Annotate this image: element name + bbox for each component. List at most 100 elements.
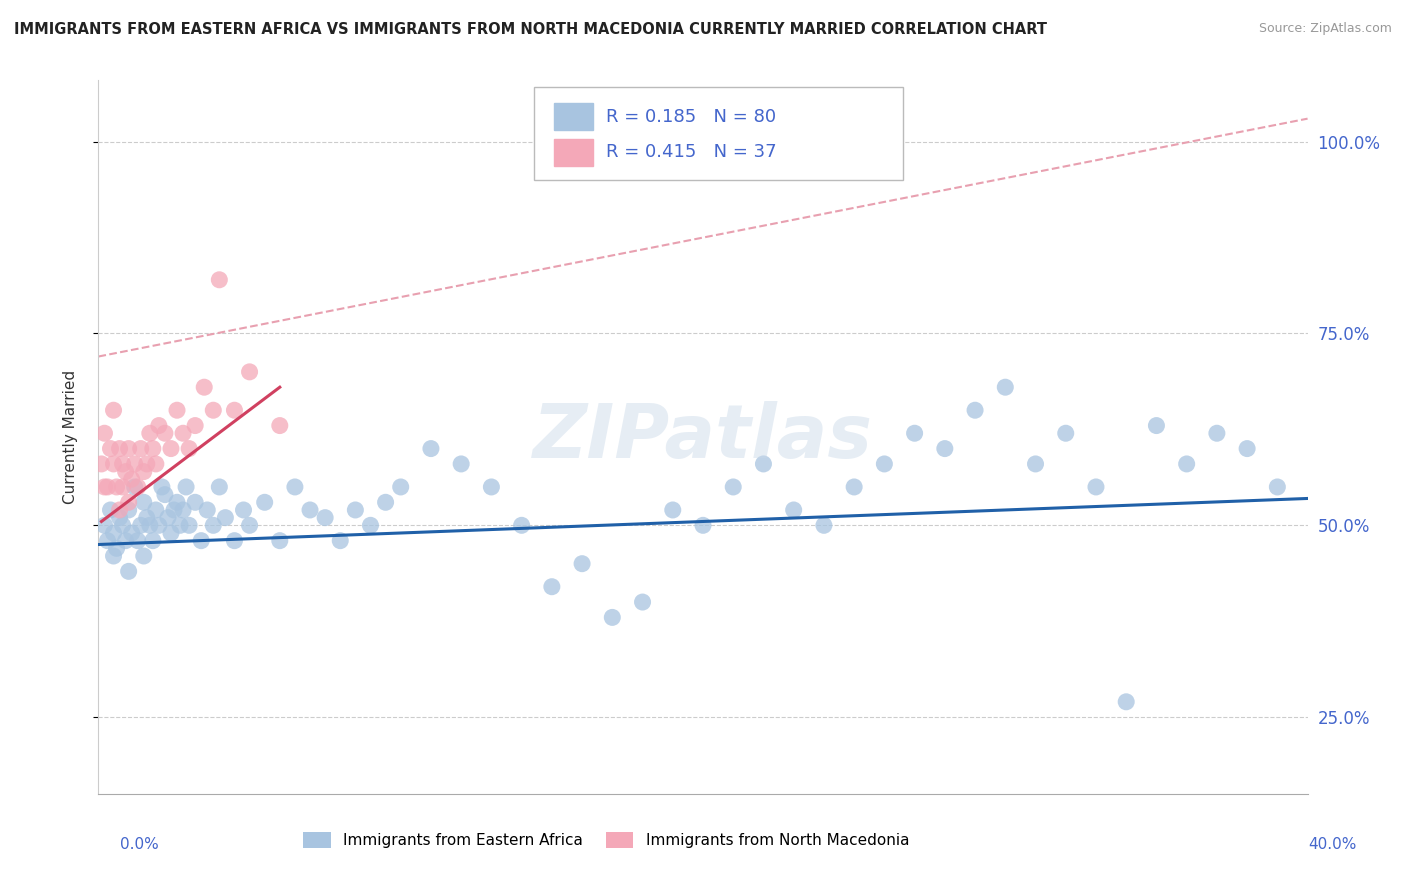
Point xyxy=(631,595,654,609)
Point xyxy=(135,457,157,471)
Point xyxy=(100,442,122,456)
Point xyxy=(208,480,231,494)
Point xyxy=(239,365,262,379)
Point xyxy=(160,442,183,456)
Bar xyxy=(554,139,593,166)
Point xyxy=(174,480,197,494)
Text: R = 0.185   N = 80: R = 0.185 N = 80 xyxy=(606,108,776,126)
Point xyxy=(93,480,115,494)
Point xyxy=(224,533,246,548)
Point xyxy=(127,480,149,494)
Point xyxy=(253,495,276,509)
Point xyxy=(1144,418,1167,433)
Point xyxy=(121,526,143,541)
Point xyxy=(105,480,128,494)
Point xyxy=(329,533,352,548)
Y-axis label: Currently Married: Currently Married xyxy=(63,370,77,504)
Point xyxy=(239,518,262,533)
Point xyxy=(723,480,745,494)
Text: IMMIGRANTS FROM EASTERN AFRICA VS IMMIGRANTS FROM NORTH MACEDONIA CURRENTLY MARR: IMMIGRANTS FROM EASTERN AFRICA VS IMMIGR… xyxy=(14,22,1047,37)
Point xyxy=(118,503,141,517)
Point xyxy=(108,510,131,524)
Point xyxy=(153,488,176,502)
Point xyxy=(783,503,806,517)
Point xyxy=(1024,457,1046,471)
Point xyxy=(135,510,157,524)
Point xyxy=(813,518,835,533)
Point xyxy=(111,457,134,471)
Text: 0.0%: 0.0% xyxy=(120,838,159,852)
Point xyxy=(1085,480,1108,494)
Text: ZIPatlas: ZIPatlas xyxy=(533,401,873,474)
Point xyxy=(129,518,152,533)
Point xyxy=(190,533,212,548)
Point xyxy=(1115,695,1137,709)
Point xyxy=(103,526,125,541)
Point xyxy=(139,518,162,533)
Point xyxy=(132,465,155,479)
Point xyxy=(450,457,472,471)
Point xyxy=(269,418,291,433)
Point xyxy=(90,457,112,471)
Point xyxy=(132,495,155,509)
Point xyxy=(208,273,231,287)
Point xyxy=(873,457,896,471)
Point xyxy=(142,533,165,548)
Point xyxy=(100,503,122,517)
Point xyxy=(139,426,162,441)
Point xyxy=(540,580,562,594)
Point xyxy=(269,533,291,548)
Text: Source: ZipAtlas.com: Source: ZipAtlas.com xyxy=(1258,22,1392,36)
Point xyxy=(661,503,683,517)
Point xyxy=(179,518,201,533)
Point xyxy=(752,457,775,471)
Point xyxy=(284,480,307,494)
Point xyxy=(93,518,115,533)
Point xyxy=(96,533,118,548)
Text: R = 0.415   N = 37: R = 0.415 N = 37 xyxy=(606,144,778,161)
Point xyxy=(184,495,207,509)
Point xyxy=(114,465,136,479)
Point xyxy=(314,510,336,524)
Point xyxy=(965,403,987,417)
Point xyxy=(299,503,322,517)
Point xyxy=(172,426,194,441)
Point xyxy=(202,403,225,417)
Point xyxy=(160,526,183,541)
Point xyxy=(510,518,533,533)
Point xyxy=(172,503,194,517)
Point xyxy=(108,442,131,456)
Point xyxy=(103,549,125,563)
Point xyxy=(118,442,141,456)
Point xyxy=(202,518,225,533)
Point xyxy=(481,480,503,494)
Point xyxy=(156,510,179,524)
Point xyxy=(904,426,927,441)
Point xyxy=(148,518,170,533)
Point xyxy=(93,426,115,441)
Point xyxy=(108,503,131,517)
Point xyxy=(1206,426,1229,441)
Bar xyxy=(554,103,593,130)
Point xyxy=(602,610,624,624)
Point xyxy=(118,565,141,579)
Point xyxy=(111,518,134,533)
Point xyxy=(374,495,396,509)
Point xyxy=(121,472,143,486)
Point xyxy=(124,480,146,494)
Point xyxy=(184,418,207,433)
Point xyxy=(166,495,188,509)
Point xyxy=(232,503,254,517)
Point xyxy=(127,533,149,548)
Point xyxy=(124,457,146,471)
Point xyxy=(1054,426,1077,441)
Point xyxy=(105,541,128,556)
Point xyxy=(389,480,412,494)
Point xyxy=(214,510,236,524)
Point xyxy=(193,380,215,394)
Point xyxy=(150,480,173,494)
Point xyxy=(179,442,201,456)
Point xyxy=(571,557,593,571)
Point xyxy=(420,442,443,456)
Point xyxy=(145,503,167,517)
